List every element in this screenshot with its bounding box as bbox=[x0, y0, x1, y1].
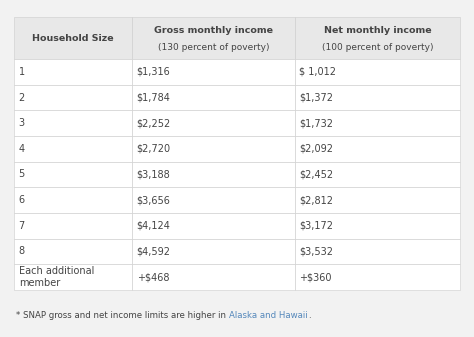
Text: +$468: +$468 bbox=[137, 272, 169, 282]
Text: $3,172: $3,172 bbox=[300, 221, 333, 231]
Bar bbox=[132, 239, 295, 264]
Text: 2: 2 bbox=[18, 93, 25, 102]
Bar bbox=[132, 264, 295, 290]
Text: 5: 5 bbox=[18, 170, 25, 180]
Bar bbox=[295, 59, 460, 85]
Text: $1,316: $1,316 bbox=[137, 67, 171, 77]
Bar bbox=[295, 17, 460, 59]
Bar bbox=[295, 213, 460, 239]
Bar bbox=[132, 85, 295, 111]
Text: 6: 6 bbox=[18, 195, 25, 205]
Text: $2,452: $2,452 bbox=[300, 170, 334, 180]
Bar bbox=[132, 162, 295, 187]
Text: Gross monthly income: Gross monthly income bbox=[154, 26, 273, 35]
Text: $4,592: $4,592 bbox=[137, 246, 171, 256]
Bar bbox=[132, 59, 295, 85]
Text: Each additional
member: Each additional member bbox=[18, 266, 94, 288]
Bar bbox=[295, 85, 460, 111]
Bar bbox=[295, 239, 460, 264]
Text: $3,188: $3,188 bbox=[137, 170, 171, 180]
Bar bbox=[295, 162, 460, 187]
Bar bbox=[295, 264, 460, 290]
Text: * SNAP gross and net income limits are higher in: * SNAP gross and net income limits are h… bbox=[17, 311, 229, 319]
Text: 3: 3 bbox=[18, 118, 25, 128]
Text: $3,656: $3,656 bbox=[137, 195, 171, 205]
Bar bbox=[295, 136, 460, 162]
Text: $2,812: $2,812 bbox=[300, 195, 333, 205]
Bar bbox=[14, 111, 132, 136]
Text: 7: 7 bbox=[18, 221, 25, 231]
Bar bbox=[14, 136, 132, 162]
Bar bbox=[14, 239, 132, 264]
Bar bbox=[14, 264, 132, 290]
Bar bbox=[132, 187, 295, 213]
Text: $1,732: $1,732 bbox=[300, 118, 333, 128]
Text: 8: 8 bbox=[18, 246, 25, 256]
Bar bbox=[14, 85, 132, 111]
Bar bbox=[14, 213, 132, 239]
Text: Net monthly income: Net monthly income bbox=[324, 26, 431, 35]
Text: .: . bbox=[308, 311, 310, 319]
Text: (100 percent of poverty): (100 percent of poverty) bbox=[321, 43, 433, 52]
Bar bbox=[14, 187, 132, 213]
Text: $2,720: $2,720 bbox=[137, 144, 171, 154]
Text: $ 1,012: $ 1,012 bbox=[300, 67, 337, 77]
Bar bbox=[295, 111, 460, 136]
Text: Alaska and Hawaii: Alaska and Hawaii bbox=[229, 311, 308, 319]
Text: $1,784: $1,784 bbox=[137, 93, 171, 102]
Text: $1,372: $1,372 bbox=[300, 93, 333, 102]
Text: $3,532: $3,532 bbox=[300, 246, 333, 256]
Text: Household Size: Household Size bbox=[32, 33, 114, 42]
Bar bbox=[14, 17, 132, 59]
Bar bbox=[14, 162, 132, 187]
Text: (130 percent of poverty): (130 percent of poverty) bbox=[158, 43, 269, 52]
Bar bbox=[132, 111, 295, 136]
Text: $4,124: $4,124 bbox=[137, 221, 171, 231]
Text: 1: 1 bbox=[18, 67, 25, 77]
Text: $2,092: $2,092 bbox=[300, 144, 333, 154]
Bar bbox=[295, 187, 460, 213]
Text: $2,252: $2,252 bbox=[137, 118, 171, 128]
Text: +$360: +$360 bbox=[300, 272, 332, 282]
Bar bbox=[132, 213, 295, 239]
Bar bbox=[132, 136, 295, 162]
Text: 4: 4 bbox=[18, 144, 25, 154]
Bar bbox=[132, 17, 295, 59]
Bar bbox=[14, 59, 132, 85]
